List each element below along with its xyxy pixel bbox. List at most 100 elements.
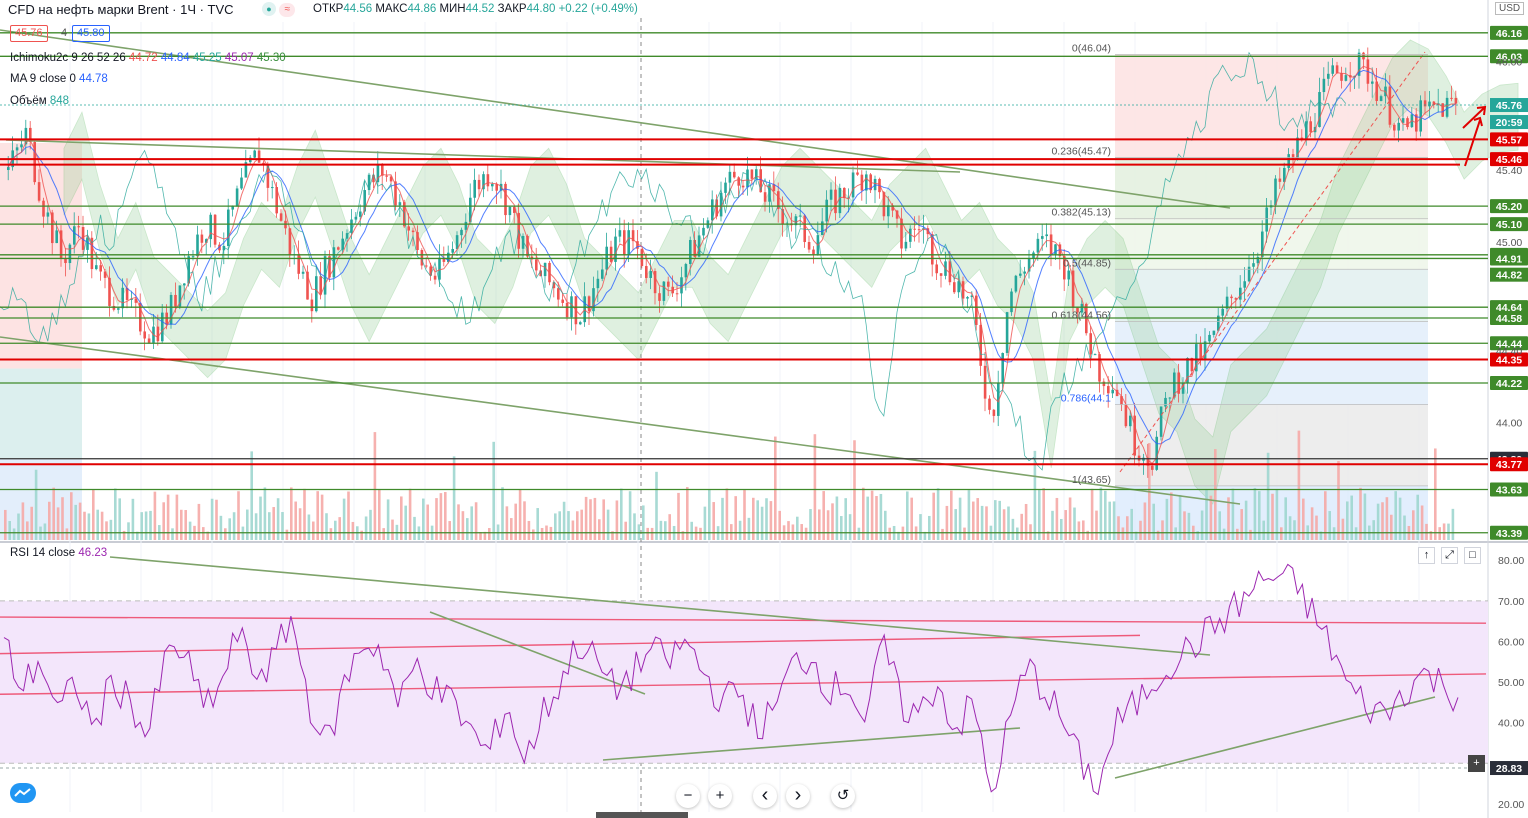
price-level-tag xyxy=(1490,457,1528,472)
volume-bar xyxy=(1055,497,1059,540)
candle-body xyxy=(931,234,934,265)
candle-body xyxy=(508,206,512,216)
volume-bar xyxy=(1372,520,1375,540)
volume-bar xyxy=(1258,491,1261,540)
candle-body xyxy=(341,238,344,250)
candle-body xyxy=(143,331,146,339)
candle-body xyxy=(491,184,494,187)
low-value: 44.52 xyxy=(465,3,495,15)
volume-bar xyxy=(976,498,979,540)
ma-legend[interactable]: MA 9 close 0 44.78 xyxy=(10,73,108,85)
volume-bar xyxy=(483,531,487,540)
volume-bar xyxy=(796,516,799,540)
candle-body xyxy=(1454,97,1458,104)
candle-body xyxy=(1291,154,1295,160)
volume-value: 848 xyxy=(49,95,70,107)
candle-body xyxy=(794,216,798,226)
volume-bar xyxy=(1112,501,1116,540)
candle-body xyxy=(1019,273,1022,276)
candle-body xyxy=(253,150,256,158)
volume-bar xyxy=(1121,527,1125,540)
pane-up-button[interactable]: ↑ xyxy=(1418,547,1435,564)
candle-body xyxy=(81,226,85,250)
candle-body xyxy=(1397,122,1400,131)
volume-bar xyxy=(325,513,328,540)
volume-bar xyxy=(708,489,711,540)
volume-bar xyxy=(259,496,262,540)
volume-bar xyxy=(734,496,737,540)
ichimoku-v2: 44.84 xyxy=(160,52,190,64)
candle-body xyxy=(557,288,560,300)
volume-bar xyxy=(1271,493,1274,540)
candle-body xyxy=(697,235,701,257)
volume-bar xyxy=(1007,506,1010,540)
add-level-button[interactable]: + xyxy=(1468,755,1485,772)
volume-bar xyxy=(285,529,289,540)
volume-bar xyxy=(897,531,900,540)
candle-body xyxy=(1239,287,1242,300)
volume-bar xyxy=(738,520,742,540)
price-level-tag xyxy=(1490,217,1528,232)
volume-bar xyxy=(369,509,372,540)
candle-body xyxy=(1071,270,1075,308)
candle-body xyxy=(684,264,688,278)
candle-body xyxy=(1093,354,1097,356)
candle-body xyxy=(992,409,996,416)
volume-bar xyxy=(664,521,667,540)
volume-bar xyxy=(646,527,649,540)
volume-legend[interactable]: Объём 848 xyxy=(10,95,69,107)
candle-body xyxy=(99,265,102,272)
candle-body xyxy=(1133,415,1136,456)
candle-body xyxy=(1063,256,1066,280)
volume-bar xyxy=(1341,518,1345,540)
volume-bar xyxy=(1218,511,1221,540)
scroll-right-button[interactable]: › xyxy=(786,784,810,808)
volume-bar xyxy=(17,513,20,540)
volume-bar xyxy=(1165,498,1169,540)
fibonacci-label: 0.236(45.47) xyxy=(1051,145,1111,157)
candle-body xyxy=(213,214,217,245)
fibonacci-zone xyxy=(1115,404,1428,486)
pane-maximize-button[interactable]: □ xyxy=(1464,547,1481,564)
volume-bar xyxy=(1275,489,1279,540)
volume-bar xyxy=(1038,490,1041,540)
volume-bar xyxy=(633,513,636,540)
candle-body xyxy=(429,266,432,276)
candle-body xyxy=(1203,341,1207,361)
candle-body xyxy=(288,228,292,255)
reset-chart-button[interactable]: ↺ xyxy=(831,784,855,808)
volume-bar xyxy=(743,489,746,540)
candle-body xyxy=(891,205,894,211)
volume-bar xyxy=(527,520,531,540)
volume-bar xyxy=(263,487,267,540)
candle-body xyxy=(1217,315,1220,331)
volume-bar xyxy=(461,511,465,540)
pane-expand-button[interactable]: ⤢ xyxy=(1441,547,1458,564)
zoom-out-button[interactable]: − xyxy=(676,784,700,808)
volume-bar xyxy=(1280,527,1283,540)
rsi-legend[interactable]: RSI 14 close 46.23 xyxy=(10,547,107,559)
market-status-icons[interactable]: ● ≈ xyxy=(262,1,296,17)
zoom-in-button[interactable]: + xyxy=(708,784,732,808)
scroll-left-button[interactable]: ‹ xyxy=(753,784,777,808)
volume-bar xyxy=(400,496,403,540)
candle-body xyxy=(838,187,842,214)
fibonacci-zone xyxy=(1115,321,1428,405)
tradingview-cloud-icon[interactable] xyxy=(10,783,36,803)
volume-bar xyxy=(1442,523,1446,540)
volume-bar xyxy=(888,527,891,540)
candle-body xyxy=(442,257,446,262)
candle-body xyxy=(513,206,516,213)
ichimoku-legend[interactable]: Ichimoku2c 9 26 52 26 44.72 44.84 45.25 … xyxy=(10,52,286,64)
volume-bar xyxy=(202,527,205,540)
candle-body xyxy=(310,299,314,312)
volume-bar xyxy=(408,488,412,540)
bid-price-box[interactable]: 45.76 xyxy=(10,25,48,42)
volume-bar xyxy=(338,517,341,540)
candle-body xyxy=(689,239,692,265)
volume-bar xyxy=(1117,516,1120,540)
volume-bar xyxy=(228,518,231,540)
volume-bar xyxy=(1253,487,1257,540)
ask-price-box[interactable]: 45.80 xyxy=(72,25,110,42)
